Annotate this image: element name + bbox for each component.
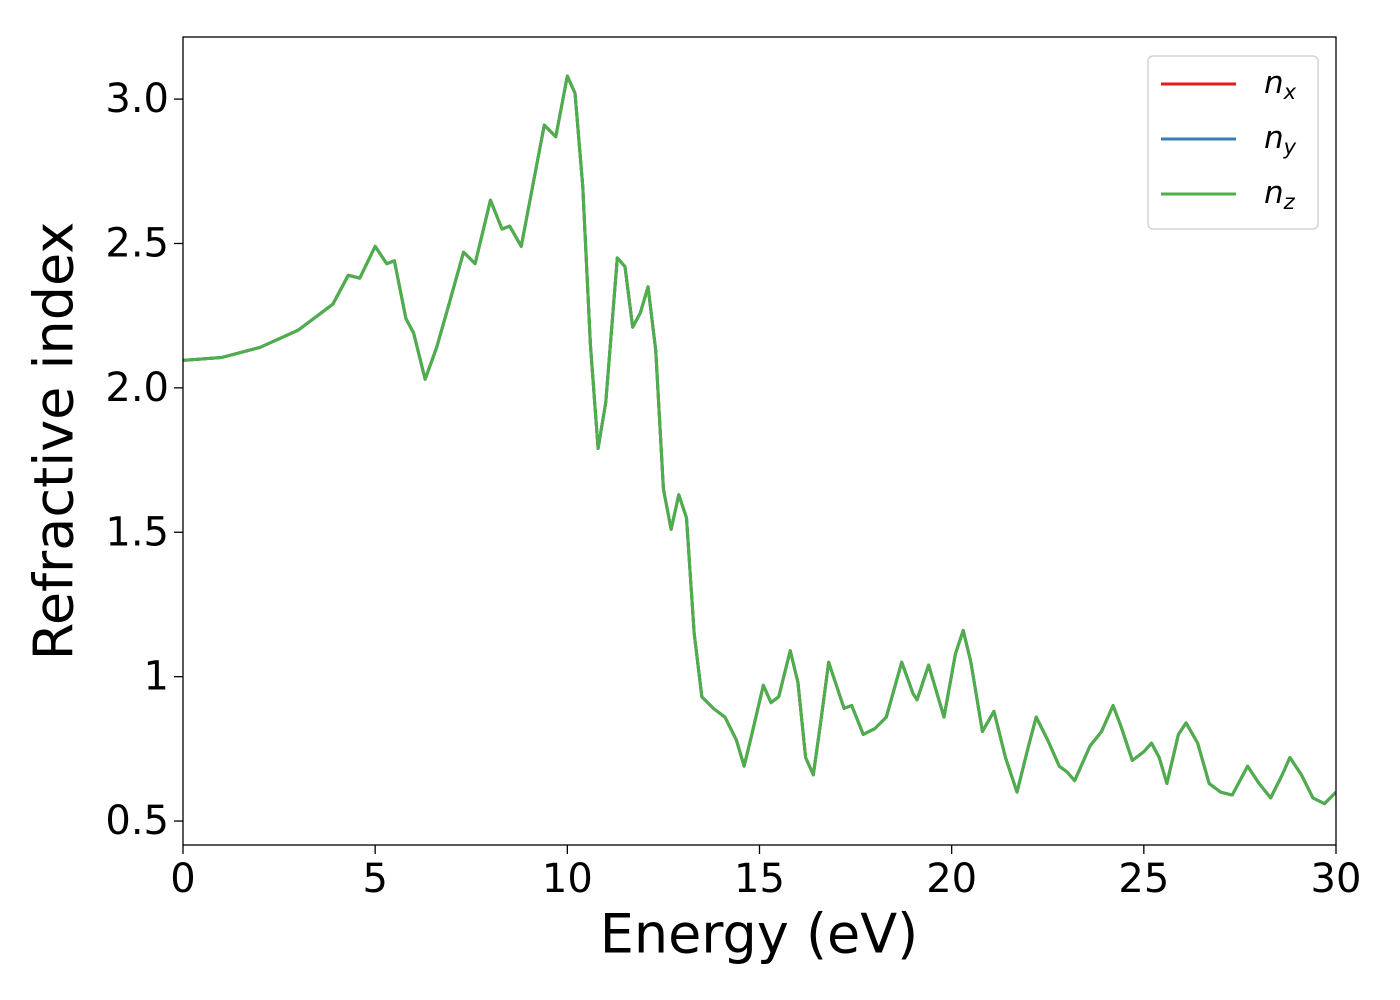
legend-label: nx bbox=[1264, 65, 1297, 105]
x-tick-label: 15 bbox=[734, 856, 785, 902]
x-tick-label: 30 bbox=[1311, 856, 1362, 902]
legend-label: nz bbox=[1264, 175, 1296, 215]
y-tick-label: 2.5 bbox=[105, 220, 169, 266]
legend-label: ny bbox=[1264, 120, 1297, 160]
y-tick-label: 2.0 bbox=[105, 365, 169, 411]
x-tick-label: 5 bbox=[362, 856, 387, 902]
x-tick-label: 20 bbox=[926, 856, 977, 902]
x-tick-label: 10 bbox=[542, 856, 593, 902]
legend-box bbox=[1147, 55, 1319, 230]
x-tick-label: 25 bbox=[1118, 856, 1169, 902]
data-line bbox=[183, 74, 1336, 806]
y-tick-label: 1 bbox=[144, 654, 169, 700]
x-axis-label: Energy (eV) bbox=[600, 903, 919, 966]
legend: nx ny nz bbox=[1147, 55, 1319, 230]
plot-frame bbox=[182, 36, 1337, 846]
y-tick-label: 0.5 bbox=[105, 798, 169, 844]
y-tick-label: 3.0 bbox=[105, 76, 169, 122]
x-tick-label: 0 bbox=[170, 856, 195, 902]
y-tick-label: 1.5 bbox=[105, 509, 169, 555]
y-axis-label: Refractive index bbox=[23, 222, 86, 661]
